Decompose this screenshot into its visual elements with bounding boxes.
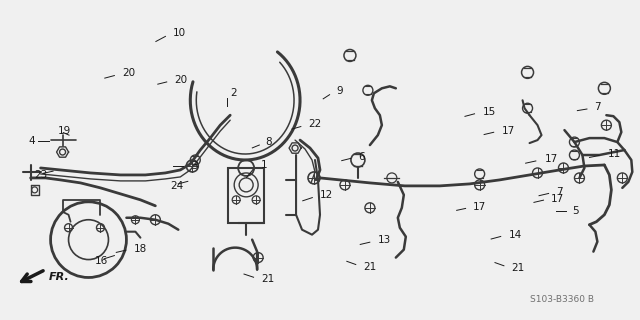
- Text: 17: 17: [551, 194, 564, 204]
- Text: 4: 4: [29, 136, 35, 146]
- Bar: [228, 168, 264, 223]
- Text: 11: 11: [607, 148, 621, 159]
- Text: 13: 13: [378, 235, 391, 245]
- Text: 12: 12: [320, 190, 333, 200]
- Text: FR.: FR.: [49, 273, 69, 283]
- Text: 21: 21: [364, 262, 377, 272]
- Text: 20: 20: [122, 68, 135, 78]
- Text: 7: 7: [595, 102, 601, 112]
- Text: 10: 10: [173, 28, 186, 37]
- Text: 23: 23: [34, 170, 47, 180]
- Text: 8: 8: [266, 138, 273, 148]
- Text: 5: 5: [572, 206, 579, 216]
- Text: 22: 22: [308, 119, 322, 129]
- Text: 14: 14: [508, 230, 522, 240]
- Text: 6: 6: [358, 152, 365, 162]
- Text: 19: 19: [58, 126, 72, 136]
- Text: 2: 2: [230, 88, 237, 98]
- Text: S103-B3360 B: S103-B3360 B: [529, 295, 593, 304]
- Text: 17: 17: [545, 154, 558, 164]
- Text: 7: 7: [556, 187, 563, 197]
- Text: 9: 9: [336, 86, 342, 97]
- Text: 17: 17: [501, 126, 515, 136]
- Text: 21: 21: [261, 275, 275, 284]
- Text: 17: 17: [473, 202, 486, 212]
- Text: 20: 20: [174, 75, 188, 85]
- Text: 18: 18: [134, 244, 147, 253]
- Text: 15: 15: [483, 107, 496, 116]
- Text: 21: 21: [511, 263, 525, 273]
- Text: 16: 16: [95, 256, 108, 266]
- Text: 3: 3: [191, 161, 198, 172]
- Text: 24: 24: [170, 181, 183, 191]
- Text: 1: 1: [261, 160, 268, 170]
